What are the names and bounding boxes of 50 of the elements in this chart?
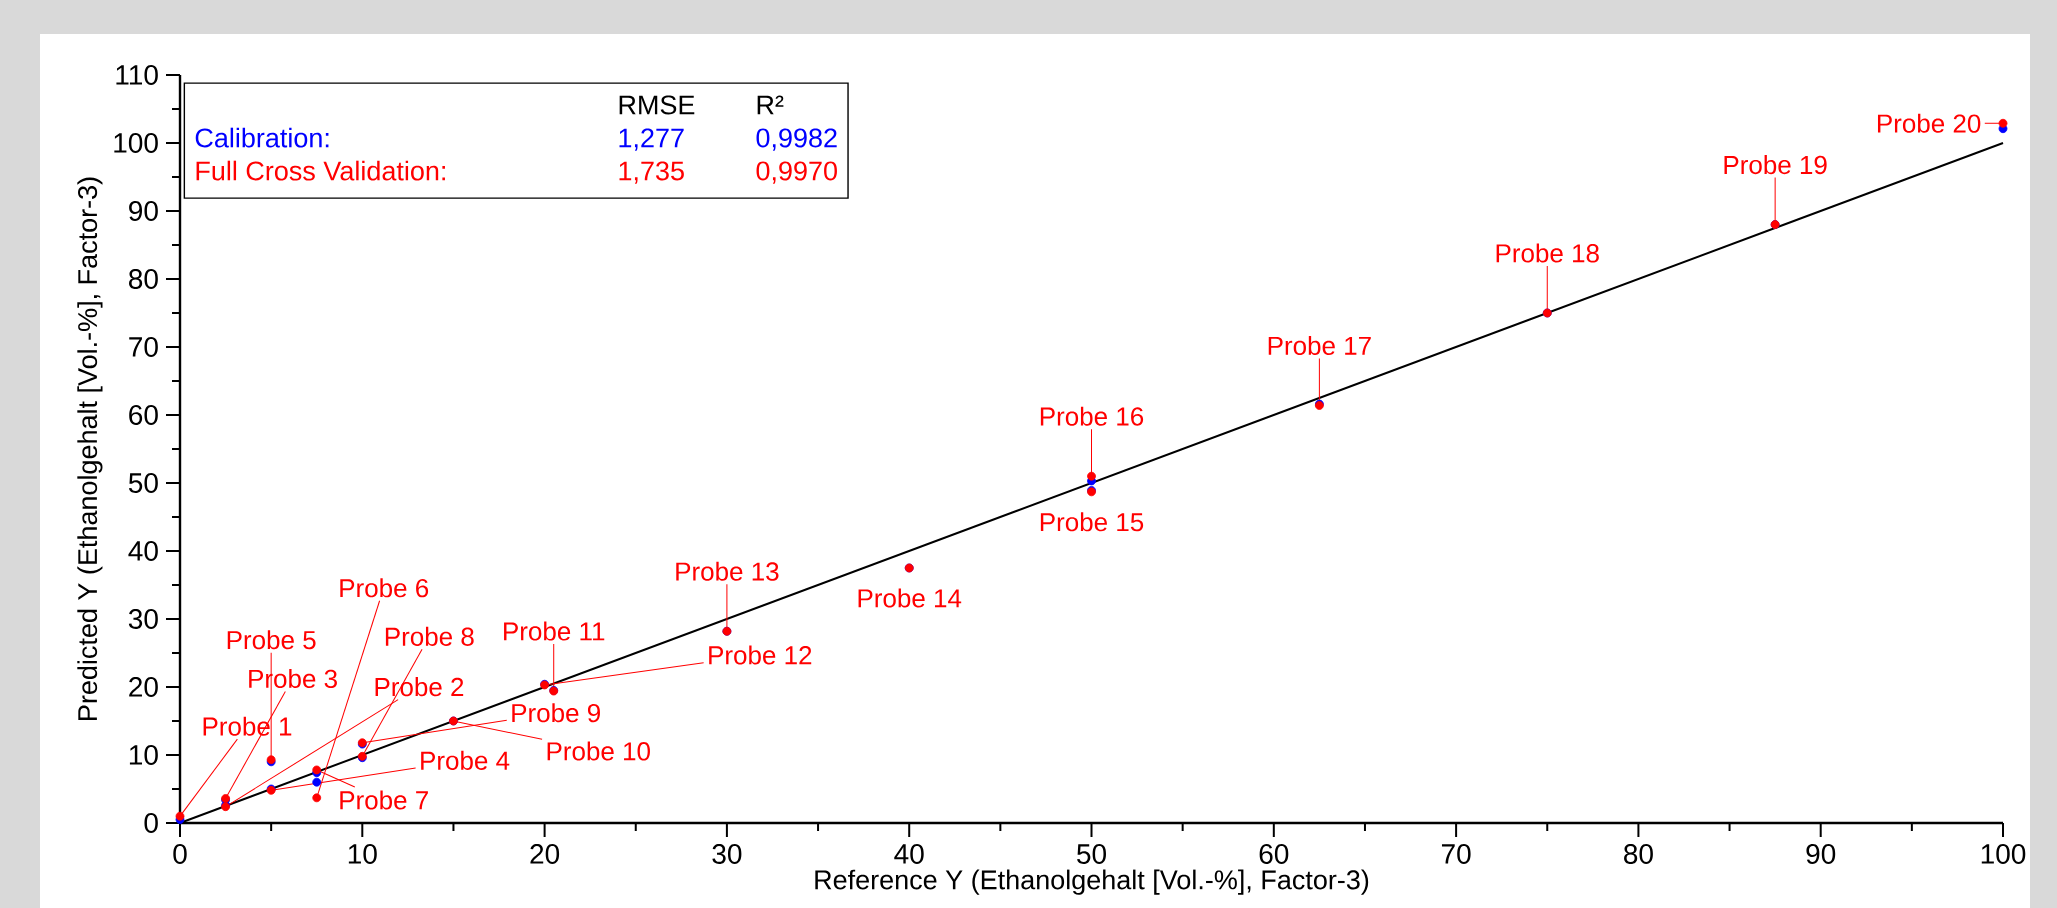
- y-tick-label: 50: [128, 473, 158, 493]
- x-tick-label: 40: [894, 844, 924, 864]
- x-axis-title: Reference Y (Ethanolgehalt [Vol.-%], Factor-3): [815, 869, 1369, 895]
- annotation: Probe 17: [1268, 335, 1371, 356]
- x-tick-label: 20: [530, 844, 560, 864]
- text: Full Cross Validation:: [196, 160, 445, 181]
- annotation: 0,9970: [756, 161, 837, 184]
- annotation: 1,735: [619, 161, 684, 184]
- y-tick-label: 70: [129, 337, 158, 357]
- y-tick-label: 100: [114, 133, 158, 153]
- annotation: Probe 20: [1877, 113, 1981, 133]
- annotation: 1,277: [619, 128, 684, 151]
- x-tick-label: 50: [1077, 844, 1106, 864]
- annotation: Probe 11: [504, 621, 605, 641]
- annotation: Probe 16: [1040, 406, 1144, 426]
- annotation: Probe 14: [858, 588, 962, 608]
- annotation: Probe 18: [1496, 243, 1599, 263]
- y-tick-label: 0: [144, 813, 158, 833]
- y-tick-label: 20: [129, 677, 158, 697]
- annotation: R²: [757, 95, 784, 115]
- y-tick-label: 40: [128, 541, 158, 561]
- annotation: Probe 4: [421, 750, 510, 770]
- annotation: 0,9982: [756, 128, 837, 151]
- annotation: Probe 5: [227, 630, 316, 650]
- y-tick-label: 30: [128, 609, 158, 629]
- annotation: Probe 15: [1040, 512, 1144, 532]
- annotation: Probe 6: [340, 578, 429, 598]
- y-tick-label: 110: [116, 65, 158, 85]
- annotation: Probe 7: [340, 790, 428, 810]
- y-tick-label: 60: [129, 405, 158, 425]
- annotation: Probe 19: [1724, 155, 1827, 175]
- annotation: Probe 8: [385, 626, 474, 646]
- y-tick-label: 90: [129, 201, 158, 221]
- x-tick-label: 0: [173, 844, 187, 864]
- y-tick-label: 80: [129, 269, 158, 289]
- x-tick-label: 70: [1441, 844, 1471, 864]
- y-tick-label: 10: [129, 745, 158, 765]
- x-tick-label: 60: [1259, 844, 1289, 864]
- x-tick-label: 90: [1806, 844, 1836, 864]
- annotation: Probe 13: [676, 561, 779, 581]
- text: Calibration:: [195, 127, 329, 148]
- x-tick-label: 10: [348, 844, 377, 864]
- annotation: Probe 10: [547, 741, 650, 761]
- x-tick-label: 100: [1981, 844, 2026, 864]
- annotation: Probe 12: [709, 645, 812, 665]
- annotation: RMSE: [619, 95, 695, 115]
- y-axis-title: Predicted Y (Ethanolgehalt [Vol.-%], Factor-3): [77, 177, 103, 720]
- annotation: Probe 9: [512, 703, 600, 723]
- x-tick-label: 80: [1624, 844, 1653, 864]
- x-tick-label: 30: [712, 844, 742, 864]
